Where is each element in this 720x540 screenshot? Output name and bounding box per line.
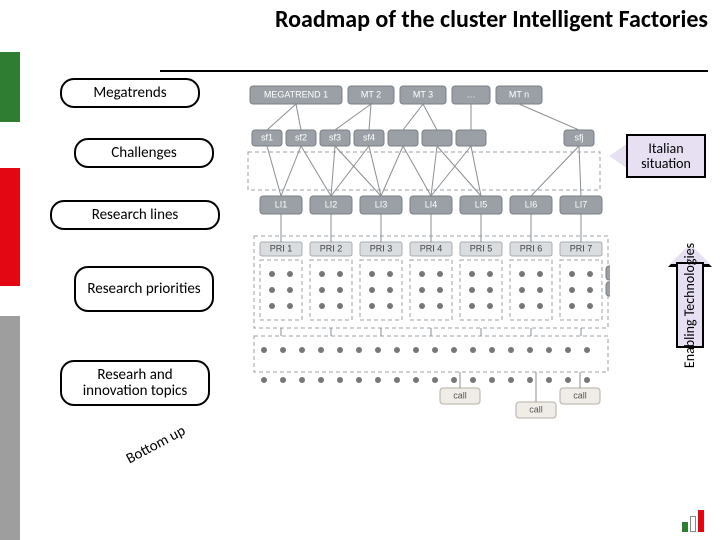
- svg-text:LI1: LI1: [275, 199, 288, 209]
- svg-text:LI5: LI5: [475, 199, 488, 209]
- label-text: Megatrends: [93, 85, 166, 102]
- label-research-topics: Researh and innovation topics: [60, 360, 210, 406]
- label-challenges: Challenges: [74, 138, 214, 168]
- svg-text:PRI 3: PRI 3: [370, 243, 393, 253]
- label-research-priorities: Research priorities: [74, 266, 214, 312]
- svg-text:PRI 2: PRI 2: [320, 243, 343, 253]
- svg-text:LI7: LI7: [575, 199, 588, 209]
- label-megatrends: Megatrends: [60, 78, 200, 108]
- svg-text:MEGATREND 1: MEGATREND 1: [264, 89, 328, 99]
- svg-text:LI2: LI2: [325, 199, 338, 209]
- title-underline: [160, 70, 708, 72]
- italian-arrow-icon: [609, 144, 627, 168]
- svg-text:PRI 1: PRI 1: [270, 243, 293, 253]
- label-text: Research lines: [92, 207, 179, 224]
- callout-text: Italian situation: [628, 141, 704, 172]
- roadmap-diagram: MEGATREND 1 MT 2 MT 3 … MT n sf1 sf2 sf3 sf4 sfj L…: [240, 82, 610, 462]
- label-text: Research priorities: [87, 281, 200, 298]
- svg-text:call: call: [529, 404, 543, 414]
- svg-text:sf4: sf4: [363, 132, 375, 142]
- left-accent-bar: [0, 0, 20, 540]
- bottom-up-label: Bottom up: [124, 424, 188, 468]
- svg-text:LI6: LI6: [525, 199, 538, 209]
- svg-text:sf1: sf1: [261, 132, 273, 142]
- svg-text:PRI 6: PRI 6: [520, 243, 543, 253]
- svg-text:sf3: sf3: [329, 132, 341, 142]
- svg-text:MT 2: MT 2: [361, 89, 381, 99]
- svg-text:call: call: [573, 390, 587, 400]
- svg-text:MT 3: MT 3: [413, 89, 433, 99]
- callout-italian-situation: Italian situation: [626, 134, 706, 178]
- footer-logo-icon: [682, 510, 706, 532]
- svg-text:PRI 4: PRI 4: [420, 243, 443, 253]
- svg-text:LI3: LI3: [375, 199, 388, 209]
- svg-text:sf2: sf2: [295, 132, 307, 142]
- page-title: Roadmap of the cluster Intelligent Facto…: [160, 6, 708, 34]
- svg-text:…: …: [467, 89, 476, 99]
- svg-text:PRI 5: PRI 5: [470, 243, 493, 253]
- label-text: Challenges: [111, 145, 177, 162]
- callout-enabling-technologies: Enabling Technologies: [676, 262, 704, 348]
- svg-text:PRI 7: PRI 7: [570, 243, 593, 253]
- svg-text:call: call: [453, 390, 467, 400]
- svg-text:MT n: MT n: [509, 89, 529, 99]
- svg-text:sfj: sfj: [575, 132, 584, 142]
- label-research-lines: Research lines: [50, 200, 220, 230]
- label-text: Researh and innovation topics: [70, 367, 200, 400]
- callout-text: Enabling Technologies: [682, 242, 699, 367]
- svg-text:LI4: LI4: [425, 199, 438, 209]
